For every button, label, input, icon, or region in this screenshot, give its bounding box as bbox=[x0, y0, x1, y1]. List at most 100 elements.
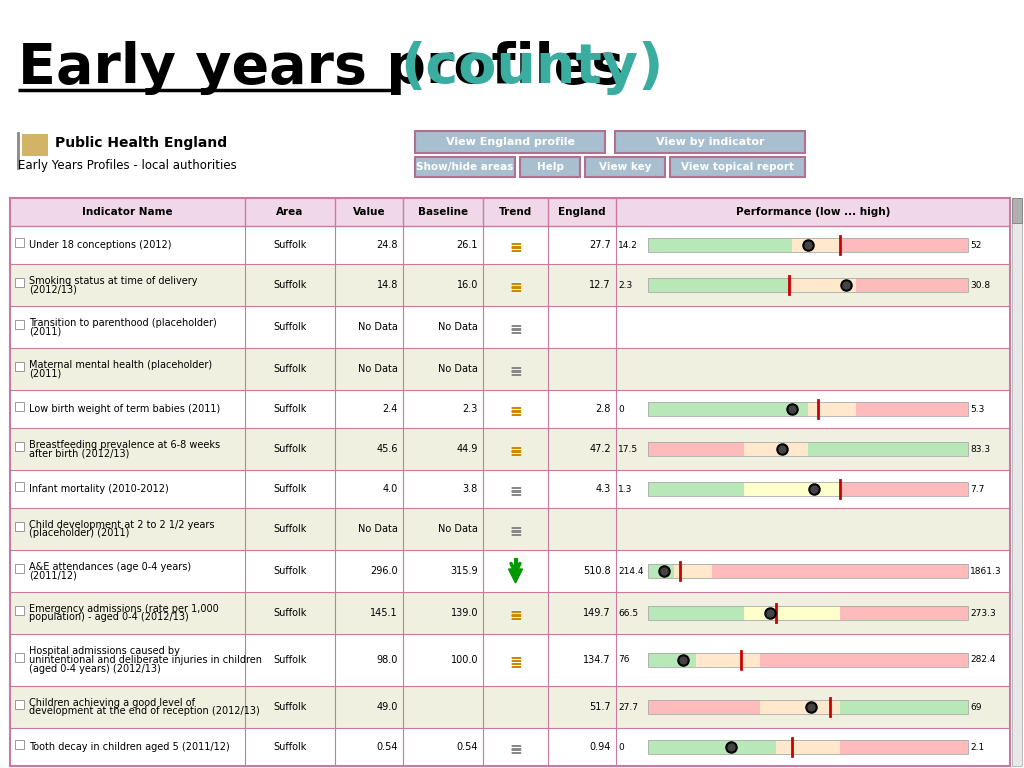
Text: Value: Value bbox=[352, 207, 385, 217]
Bar bbox=[10, 470, 1010, 508]
Bar bbox=[22, 134, 48, 156]
Bar bbox=[648, 653, 968, 667]
Text: 27.7: 27.7 bbox=[618, 703, 638, 711]
Text: =: = bbox=[509, 406, 522, 422]
Bar bbox=[744, 606, 840, 620]
Bar bbox=[840, 238, 968, 252]
Bar bbox=[648, 606, 968, 620]
Bar bbox=[10, 728, 1010, 766]
Text: England: England bbox=[558, 207, 606, 217]
Bar bbox=[15, 700, 24, 709]
Text: 83.3: 83.3 bbox=[970, 445, 990, 453]
Text: Indicator Name: Indicator Name bbox=[82, 207, 173, 217]
Text: =: = bbox=[509, 366, 522, 382]
Text: =: = bbox=[509, 319, 522, 335]
Text: Suffolk: Suffolk bbox=[273, 484, 306, 494]
Bar bbox=[15, 564, 24, 572]
Text: (2012/13): (2012/13) bbox=[29, 284, 77, 294]
Text: No Data: No Data bbox=[358, 524, 398, 534]
Text: =: = bbox=[509, 446, 522, 462]
Bar bbox=[648, 564, 968, 578]
Text: 51.7: 51.7 bbox=[590, 702, 611, 712]
Bar bbox=[808, 442, 968, 456]
Text: Children achieving a good level of: Children achieving a good level of bbox=[29, 697, 195, 707]
Bar bbox=[648, 278, 968, 292]
Text: 2.3: 2.3 bbox=[463, 404, 478, 414]
Bar bbox=[744, 482, 840, 496]
Text: No Data: No Data bbox=[358, 322, 398, 332]
Text: Baseline: Baseline bbox=[418, 207, 468, 217]
Bar bbox=[744, 442, 808, 456]
Text: 0: 0 bbox=[618, 743, 624, 752]
Bar bbox=[792, 238, 840, 252]
Text: View England profile: View England profile bbox=[445, 137, 574, 147]
Text: =: = bbox=[509, 740, 522, 754]
Text: A&E attendances (age 0-4 years): A&E attendances (age 0-4 years) bbox=[29, 561, 191, 571]
Bar bbox=[648, 564, 674, 578]
Text: =: = bbox=[509, 243, 522, 257]
Text: (aged 0-4 years) (2012/13): (aged 0-4 years) (2012/13) bbox=[29, 664, 161, 674]
Text: 273.3: 273.3 bbox=[970, 608, 995, 617]
Text: 145.1: 145.1 bbox=[371, 608, 398, 618]
Text: Early years profiles: Early years profiles bbox=[18, 41, 644, 95]
Text: 100.0: 100.0 bbox=[451, 655, 478, 665]
Text: (2011/12): (2011/12) bbox=[29, 571, 77, 581]
Bar bbox=[856, 402, 968, 416]
Text: 2.8: 2.8 bbox=[596, 404, 611, 414]
Bar bbox=[648, 402, 968, 416]
Text: 0.94: 0.94 bbox=[590, 742, 611, 752]
Text: Trend: Trend bbox=[499, 207, 532, 217]
Text: Area: Area bbox=[276, 207, 304, 217]
Bar bbox=[648, 700, 760, 714]
Text: 66.5: 66.5 bbox=[618, 608, 638, 617]
Text: Smoking status at time of delivery: Smoking status at time of delivery bbox=[29, 276, 198, 286]
Text: population) - aged 0-4 (2012/13): population) - aged 0-4 (2012/13) bbox=[29, 613, 188, 623]
Bar bbox=[15, 442, 24, 451]
Text: 0.54: 0.54 bbox=[377, 742, 398, 752]
Text: Low birth weight of term babies (2011): Low birth weight of term babies (2011) bbox=[29, 404, 220, 414]
Text: =: = bbox=[509, 611, 522, 625]
Text: 16.0: 16.0 bbox=[457, 280, 478, 290]
Text: Early Years Profiles - local authorities: Early Years Profiles - local authorities bbox=[18, 158, 237, 171]
Text: View key: View key bbox=[599, 162, 651, 172]
Bar bbox=[15, 482, 24, 491]
Text: 98.0: 98.0 bbox=[377, 655, 398, 665]
Text: =: = bbox=[509, 605, 522, 621]
Text: 2.3: 2.3 bbox=[618, 280, 632, 290]
Text: Tooth decay in children aged 5 (2011/12): Tooth decay in children aged 5 (2011/12) bbox=[29, 742, 229, 752]
Bar bbox=[15, 740, 24, 749]
Text: =: = bbox=[509, 402, 522, 416]
Bar bbox=[808, 402, 856, 416]
Bar bbox=[696, 653, 760, 667]
Bar bbox=[15, 605, 24, 614]
Text: 52: 52 bbox=[970, 240, 981, 250]
Bar bbox=[10, 508, 1010, 550]
Bar bbox=[792, 278, 856, 292]
Bar bbox=[648, 442, 968, 456]
Bar bbox=[760, 653, 968, 667]
Text: 12.7: 12.7 bbox=[590, 280, 611, 290]
Text: =: = bbox=[509, 657, 522, 673]
Text: =: = bbox=[509, 482, 522, 496]
Text: Emergency admissions (rate per 1,000: Emergency admissions (rate per 1,000 bbox=[29, 604, 219, 614]
Bar bbox=[10, 634, 1010, 686]
Text: Suffolk: Suffolk bbox=[273, 608, 306, 618]
Text: 45.6: 45.6 bbox=[377, 444, 398, 454]
Text: Child development at 2 to 2 1/2 years: Child development at 2 to 2 1/2 years bbox=[29, 519, 214, 529]
Bar bbox=[760, 700, 840, 714]
Bar bbox=[648, 740, 968, 754]
Bar bbox=[648, 402, 808, 416]
Text: 44.9: 44.9 bbox=[457, 444, 478, 454]
Bar bbox=[712, 564, 968, 578]
Text: 3.8: 3.8 bbox=[463, 484, 478, 494]
Bar bbox=[15, 277, 24, 286]
Bar bbox=[840, 740, 968, 754]
Bar bbox=[15, 653, 24, 661]
Text: =: = bbox=[509, 486, 522, 502]
Text: 26.1: 26.1 bbox=[457, 240, 478, 250]
Text: 0.54: 0.54 bbox=[457, 742, 478, 752]
Text: Suffolk: Suffolk bbox=[273, 524, 306, 534]
Text: 7.7: 7.7 bbox=[970, 485, 984, 494]
Text: 27.7: 27.7 bbox=[589, 240, 611, 250]
Text: Suffolk: Suffolk bbox=[273, 655, 306, 665]
